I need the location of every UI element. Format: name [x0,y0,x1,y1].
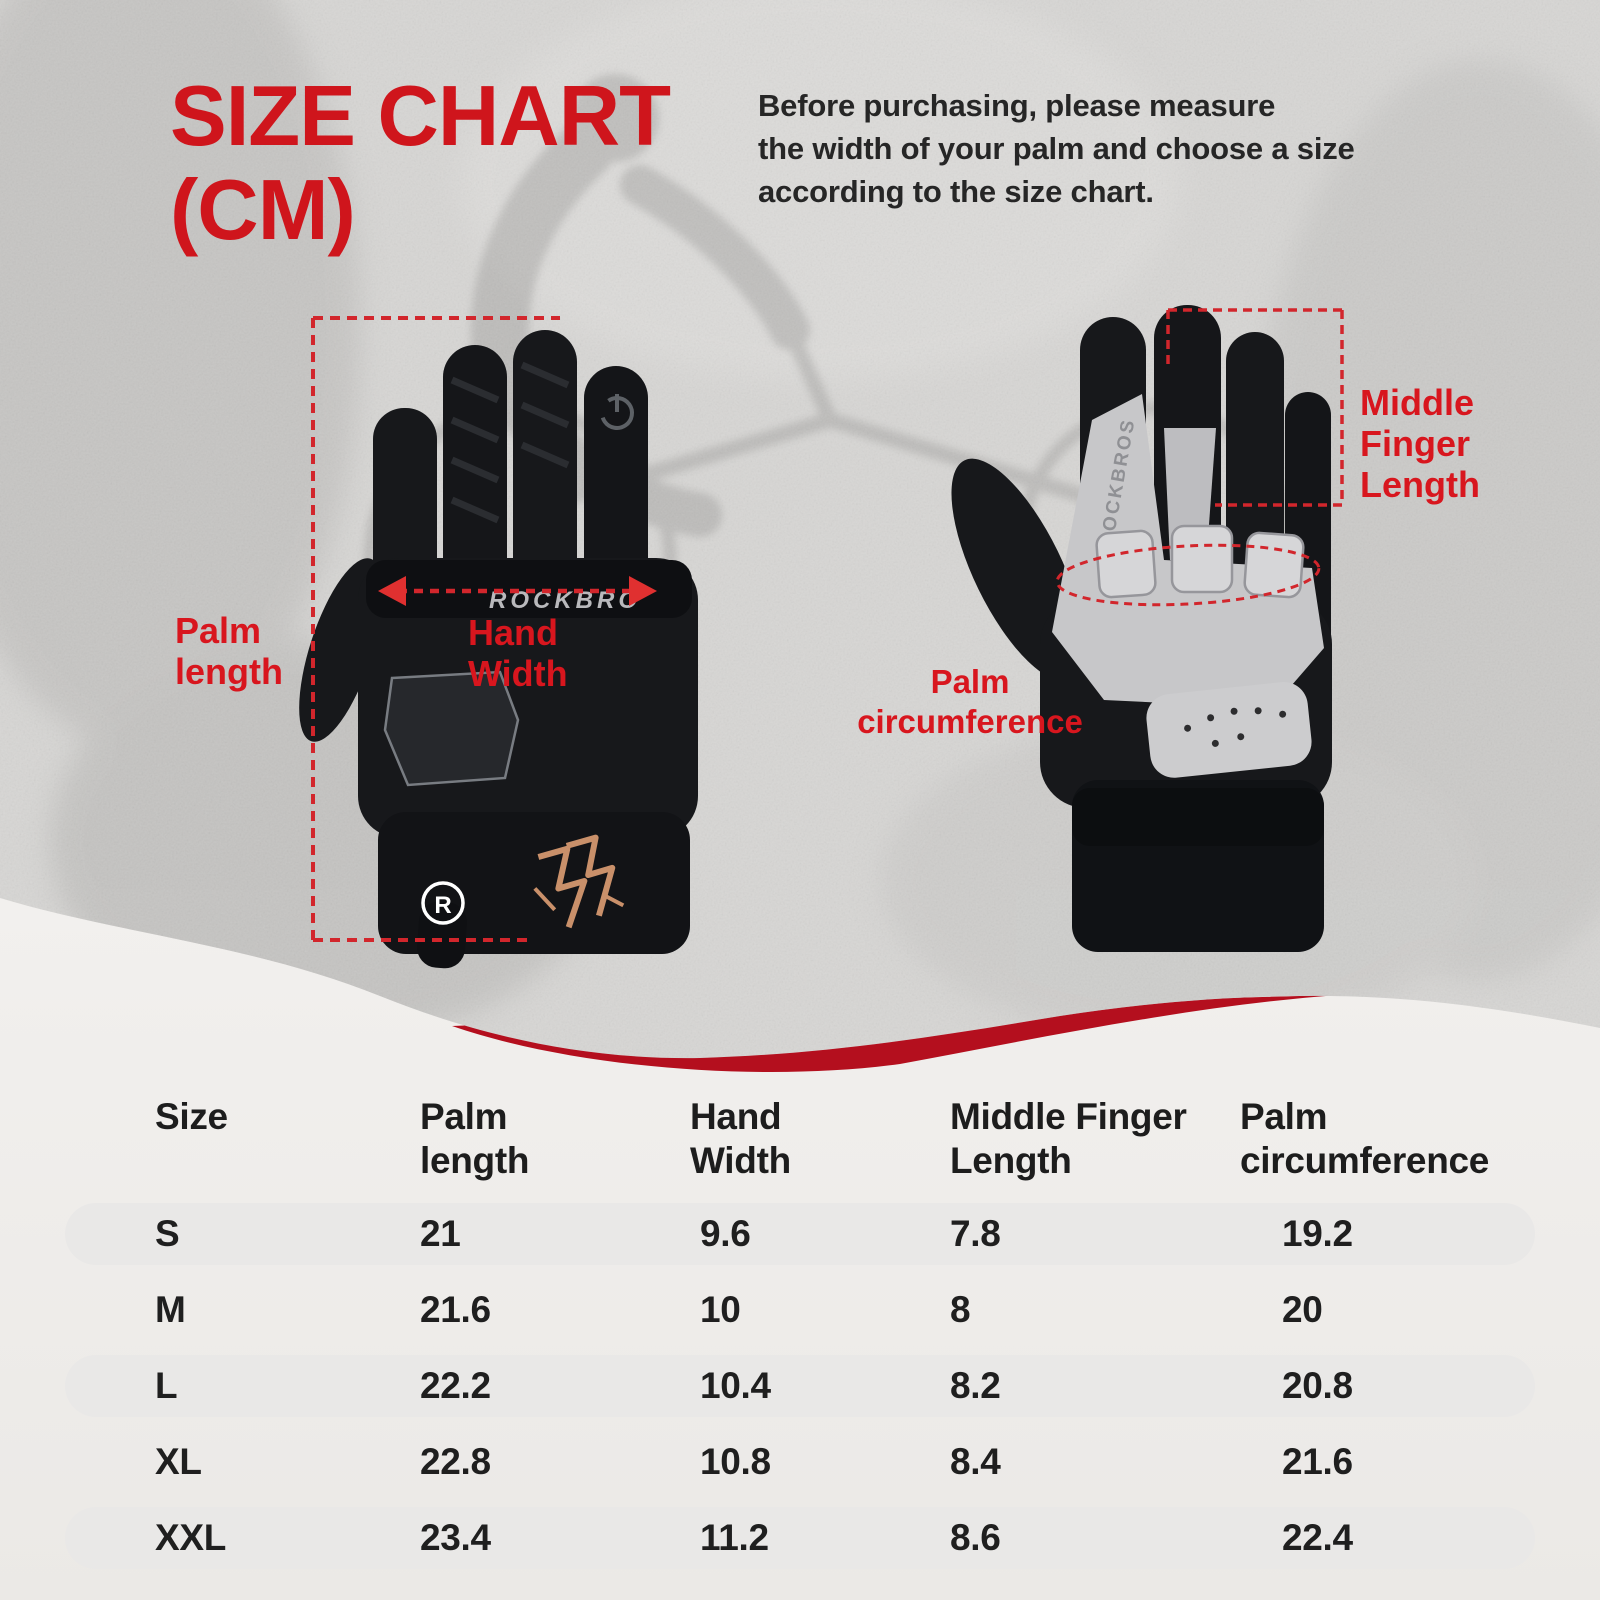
table-row-xxl: XXL 23.4 11.2 8.6 22.4 [65,1507,1535,1569]
page-title-line1: SIZE CHART [170,69,671,164]
cell-palm-length: 21.6 [420,1289,491,1330]
palm-circumference-label: Palm circumference [857,663,1083,740]
cell-palm-length: 21 [420,1213,461,1254]
page-title: SIZE CHART (CM) [170,69,671,258]
cell-palm-circumference: 21.6 [1282,1441,1353,1482]
cell-size: S [155,1213,180,1254]
power-icon [600,394,634,430]
column-header-size: Size [155,1096,228,1137]
middle-finger-guide [1166,308,1344,507]
description-line: the width of your palm and choose a size [758,131,1355,166]
left-glove-photo: ROCKBRO R [299,330,698,969]
svg-text:R: R [434,892,451,919]
description-line: according to the size chart. [758,174,1154,209]
rockbros-logo: R [421,881,465,925]
column-header-hand-width: Hand Width [690,1096,791,1181]
column-header-middle-finger-length: Middle Finger Length [950,1096,1187,1181]
size-table-header: Size Palm length Hand Width Middle Finge… [65,1095,1535,1183]
table-row-l: L 22.2 10.4 8.2 20.8 [65,1355,1535,1417]
lightning-patch [533,834,625,929]
table-row-xl: XL 22.8 10.8 8.4 21.6 [65,1431,1535,1493]
description: Before purchasing, please measure the wi… [758,84,1355,213]
cell-palm-circumference: 22.4 [1282,1517,1353,1558]
cell-middle-finger: 8.6 [950,1517,1001,1558]
middle-finger-length-label: Middle Finger Length [1360,382,1480,505]
cell-palm-length: 22.8 [420,1441,491,1482]
column-header-palm-length: Palm length [420,1096,530,1181]
cell-hand-width: 10.4 [700,1365,771,1406]
cell-size: L [155,1365,178,1406]
page-title-line2: (CM) [170,163,356,258]
description-line: Before purchasing, please measure [758,88,1276,123]
measurement-annotations [311,308,1344,942]
cell-middle-finger: 8.4 [950,1441,1001,1482]
palm-circumference-guide [1055,543,1321,607]
cell-middle-finger: 7.8 [950,1213,1001,1254]
column-header-palm-circumference: Palm circumference [1240,1096,1490,1181]
cell-palm-circumference: 20.8 [1282,1365,1353,1406]
cell-palm-length: 22.2 [420,1365,491,1406]
cell-palm-circumference: 20 [1282,1289,1323,1330]
hand-width-label: Hand Width [468,612,568,694]
cell-size: M [155,1289,186,1330]
cell-size: XXL [155,1517,227,1558]
cell-hand-width: 10.8 [700,1441,771,1482]
cell-middle-finger: 8.2 [950,1365,1001,1406]
cell-middle-finger: 8 [950,1289,971,1330]
size-table: Size Palm length Hand Width Middle Finge… [65,1095,1535,1583]
palm-length-guide [311,316,560,942]
right-glove-photo: ROCKBROS [951,305,1332,952]
table-row-m: M 21.6 10 8 20 [65,1279,1535,1341]
cell-hand-width: 9.6 [700,1213,751,1254]
cell-hand-width: 10 [700,1289,741,1330]
background-photo [0,0,1600,1059]
cell-palm-circumference: 19.2 [1282,1213,1353,1254]
cell-size: XL [155,1441,202,1482]
cell-hand-width: 11.2 [700,1517,769,1558]
table-row-s: S 21 9.6 7.8 19.2 [65,1203,1535,1265]
cell-palm-length: 23.4 [420,1517,491,1558]
palm-length-label: Palm length [175,610,283,692]
